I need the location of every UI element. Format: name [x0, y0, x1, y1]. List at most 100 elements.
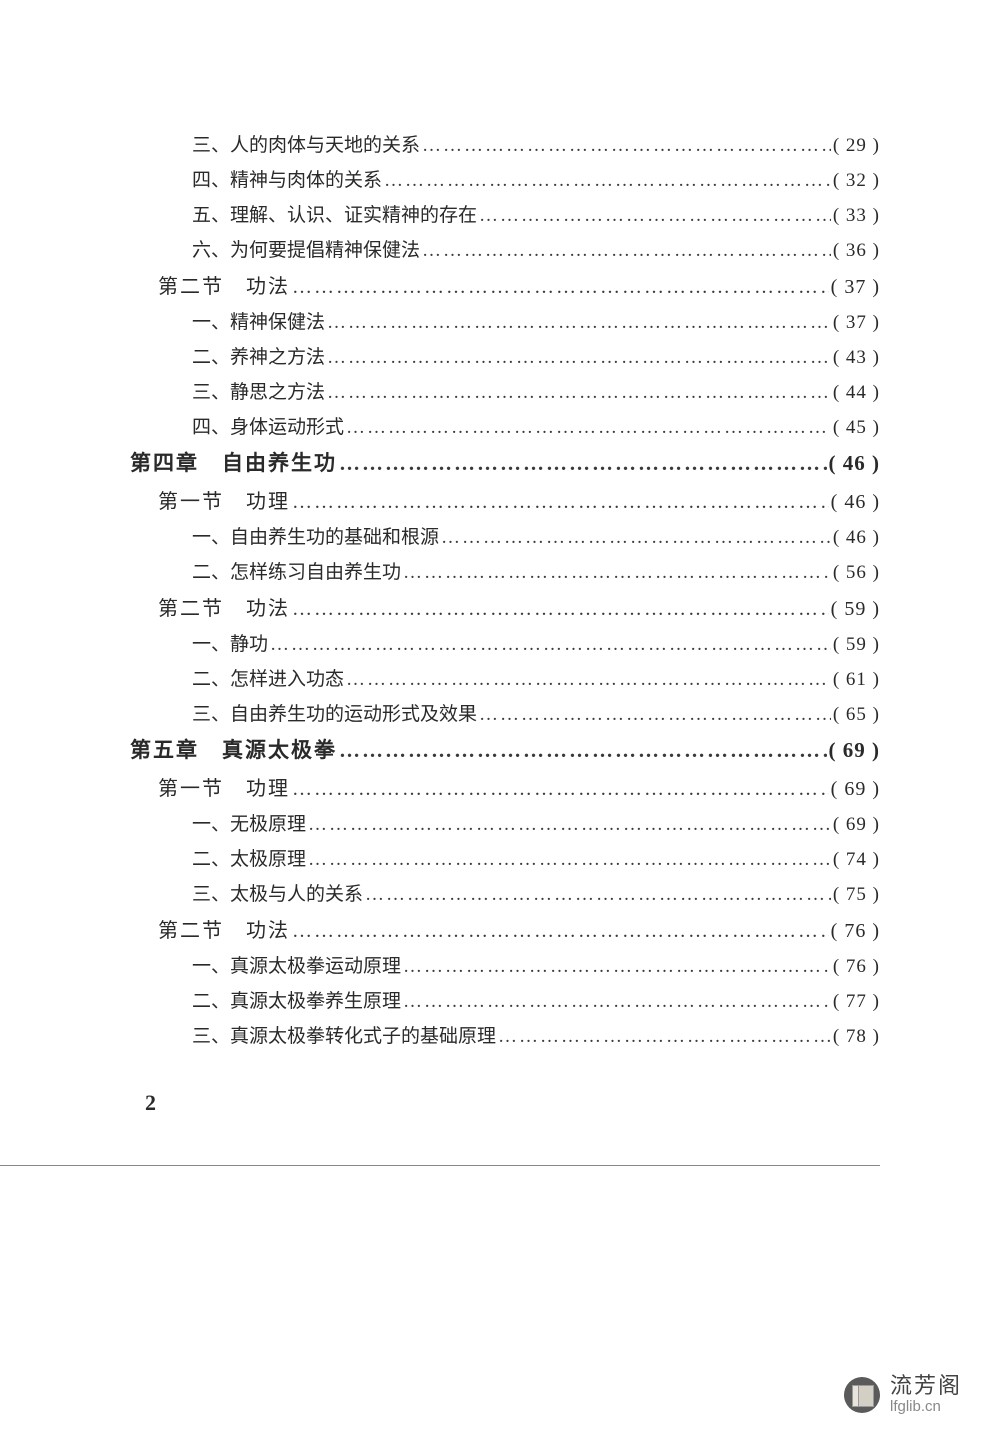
- toc-entry-text: 一、静功: [192, 629, 268, 656]
- toc-entry-page: ( 76 ): [831, 920, 880, 943]
- toc-line: 第二节 功法……………………………………………………………………………………………: [158, 914, 880, 943]
- toc-line: 一、真源太极拳运动原理………………………………………………………………………………: [192, 951, 880, 978]
- watermark: 流芳阁 lfglib.cn: [844, 1374, 962, 1415]
- toc-line: 第五章 真源太极拳……………………………………………………………………………………: [130, 734, 880, 764]
- toc-entry-page: ( 56 ): [833, 562, 880, 584]
- toc-leader-dots: ……………………………………………………………………………………………………………: [270, 634, 831, 656]
- toc-entry-text: 一、真源太极拳运动原理: [192, 951, 401, 978]
- toc-line: 三、太极与人的关系……………………………………………………………………………………: [192, 879, 880, 906]
- toc-leader-dots: ……………………………………………………………………………………………………………: [403, 956, 831, 978]
- toc-entry-page: ( 61 ): [833, 669, 880, 691]
- toc-entry-text: 二、怎样练习自由养生功: [192, 557, 401, 584]
- toc-entry-text: 第一节 功理: [158, 772, 290, 801]
- toc-entry-text: 第一节 功理: [158, 485, 290, 514]
- toc-leader-dots: ……………………………………………………………………………………………………………: [292, 778, 829, 801]
- toc-entry-page: ( 37 ): [833, 312, 880, 334]
- toc-leader-dots: ……………………………………………………………………………………………………………: [403, 562, 831, 584]
- toc-entry-page: ( 69 ): [833, 814, 880, 836]
- toc-entry-text: 二、太极原理: [192, 844, 306, 871]
- toc-leader-dots: ……………………………………………………………………………………………………………: [422, 135, 831, 157]
- toc-leader-dots: ……………………………………………………………………………………………………………: [422, 240, 831, 262]
- toc-line: 第四章 自由养生功……………………………………………………………………………………: [130, 447, 880, 477]
- toc-line: 第一节 功理……………………………………………………………………………………………: [158, 772, 880, 801]
- toc-entry-text: 三、静思之方法: [192, 377, 325, 404]
- toc-entry-page: ( 29 ): [833, 135, 880, 157]
- toc-line: 三、自由养生功的运动形式及效果……………………………………………………………………: [192, 699, 880, 726]
- toc-entry-text: 一、自由养生功的基础和根源: [192, 522, 439, 549]
- toc-line: 五、理解、认识、证实精神的存在……………………………………………………………………: [192, 200, 880, 227]
- toc-leader-dots: ……………………………………………………………………………………………………………: [384, 170, 831, 192]
- toc-line: 一、静功…………………………………………………………………………………………………: [192, 629, 880, 656]
- toc-entry-text: 第二节 功法: [158, 270, 290, 299]
- toc-leader-dots: ……………………………………………………………………………………………………………: [365, 884, 831, 906]
- toc-entry-page: ( 59 ): [833, 634, 880, 656]
- toc-line: 第一节 功理……………………………………………………………………………………………: [158, 485, 880, 514]
- toc-line: 三、静思之方法…………………………………………………………………………………………: [192, 377, 880, 404]
- toc-entry-page: ( 65 ): [833, 704, 880, 726]
- toc-leader-dots: ……………………………………………………………………………………………………………: [403, 991, 831, 1013]
- toc-content: 三、人的肉体与天地的关系……………………………………………………………………………: [130, 130, 880, 1056]
- toc-entry-text: 一、精神保健法: [192, 307, 325, 334]
- toc-entry-page: ( 74 ): [833, 849, 880, 871]
- toc-entry-page: ( 45 ): [833, 417, 880, 439]
- toc-entry-text: 第二节 功法: [158, 592, 290, 621]
- toc-leader-dots: ……………………………………………………………………………………………………………: [327, 312, 831, 334]
- toc-entry-text: 五、理解、认识、证实精神的存在: [192, 200, 477, 227]
- toc-leader-dots: ……………………………………………………………………………………………………………: [479, 704, 831, 726]
- toc-entry-text: 三、真源太极拳转化式子的基础原理: [192, 1021, 496, 1048]
- toc-leader-dots: ……………………………………………………………………………………………………………: [339, 451, 827, 476]
- toc-entry-page: ( 69 ): [829, 738, 881, 763]
- watermark-url: lfglib.cn: [890, 1399, 962, 1416]
- watermark-cn: 流芳阁: [890, 1374, 962, 1398]
- toc-leader-dots: ……………………………………………………………………………………………………………: [308, 814, 831, 836]
- toc-line: 一、自由养生功的基础和根源…………………………………………………………………………: [192, 522, 880, 549]
- toc-line: 二、太极原理……………………………………………………………………………………………: [192, 844, 880, 871]
- toc-entry-page: ( 33 ): [833, 205, 880, 227]
- toc-leader-dots: ……………………………………………………………………………………………………………: [308, 849, 831, 871]
- toc-line: 二、怎样进入功态………………………………………………………………………………………: [192, 664, 880, 691]
- toc-line: 一、精神保健法…………………………………………………………………………………………: [192, 307, 880, 334]
- watermark-text: 流芳阁 lfglib.cn: [890, 1374, 962, 1415]
- toc-leader-dots: ……………………………………………………………………………………………………………: [292, 491, 829, 514]
- toc-entry-text: 第二节 功法: [158, 914, 290, 943]
- toc-entry-page: ( 46 ): [833, 527, 880, 549]
- toc-leader-dots: ……………………………………………………………………………………………………………: [346, 417, 831, 439]
- toc-line: 第二节 功法……………………………………………………………………………………………: [158, 270, 880, 299]
- toc-entry-page: ( 69 ): [831, 778, 880, 801]
- toc-line: 三、人的肉体与天地的关系……………………………………………………………………………: [192, 130, 880, 157]
- page-number: 2: [145, 1090, 156, 1116]
- toc-entry-text: 三、自由养生功的运动形式及效果: [192, 699, 477, 726]
- toc-entry-text: 一、无极原理: [192, 809, 306, 836]
- toc-entry-page: ( 44 ): [833, 382, 880, 404]
- toc-entry-page: ( 76 ): [833, 956, 880, 978]
- toc-line: 四、精神与肉体的关系…………………………………………………………………………………: [192, 165, 880, 192]
- toc-leader-dots: ……………………………………………………………………………………………………………: [479, 205, 831, 227]
- toc-leader-dots: ……………………………………………………………………………………………………………: [327, 347, 831, 369]
- toc-line: 二、怎样练习自由养生功………………………………………………………………………………: [192, 557, 880, 584]
- toc-entry-text: 二、怎样进入功态: [192, 664, 344, 691]
- toc-line: 一、无极原理……………………………………………………………………………………………: [192, 809, 880, 836]
- book-icon: [844, 1377, 880, 1413]
- toc-entry-page: ( 37 ): [831, 276, 880, 299]
- toc-entry-text: 三、人的肉体与天地的关系: [192, 130, 420, 157]
- toc-leader-dots: ……………………………………………………………………………………………………………: [327, 382, 831, 404]
- toc-entry-page: ( 77 ): [833, 991, 880, 1013]
- toc-entry-page: ( 32 ): [833, 170, 880, 192]
- toc-entry-page: ( 78 ): [833, 1026, 880, 1048]
- toc-entry-page: ( 75 ): [833, 884, 880, 906]
- toc-entry-text: 三、太极与人的关系: [192, 879, 363, 906]
- toc-entry-text: 第五章 真源太极拳: [130, 734, 337, 764]
- toc-entry-page: ( 46 ): [829, 451, 881, 476]
- toc-leader-dots: ……………………………………………………………………………………………………………: [292, 276, 829, 299]
- toc-entry-page: ( 59 ): [831, 598, 880, 621]
- toc-entry-text: 六、为何要提倡精神保健法: [192, 235, 420, 262]
- toc-entry-page: ( 46 ): [831, 491, 880, 514]
- toc-entry-text: 二、养神之方法: [192, 342, 325, 369]
- toc-line: 三、真源太极拳转化式子的基础原理…………………………………………………………………: [192, 1021, 880, 1048]
- toc-entry-text: 第四章 自由养生功: [130, 447, 337, 477]
- toc-entry-text: 四、身体运动形式: [192, 412, 344, 439]
- toc-entry-text: 二、真源太极拳养生原理: [192, 986, 401, 1013]
- toc-line: 六、为何要提倡精神保健法……………………………………………………………………………: [192, 235, 880, 262]
- toc-leader-dots: ……………………………………………………………………………………………………………: [498, 1026, 831, 1048]
- toc-leader-dots: ……………………………………………………………………………………………………………: [346, 669, 831, 691]
